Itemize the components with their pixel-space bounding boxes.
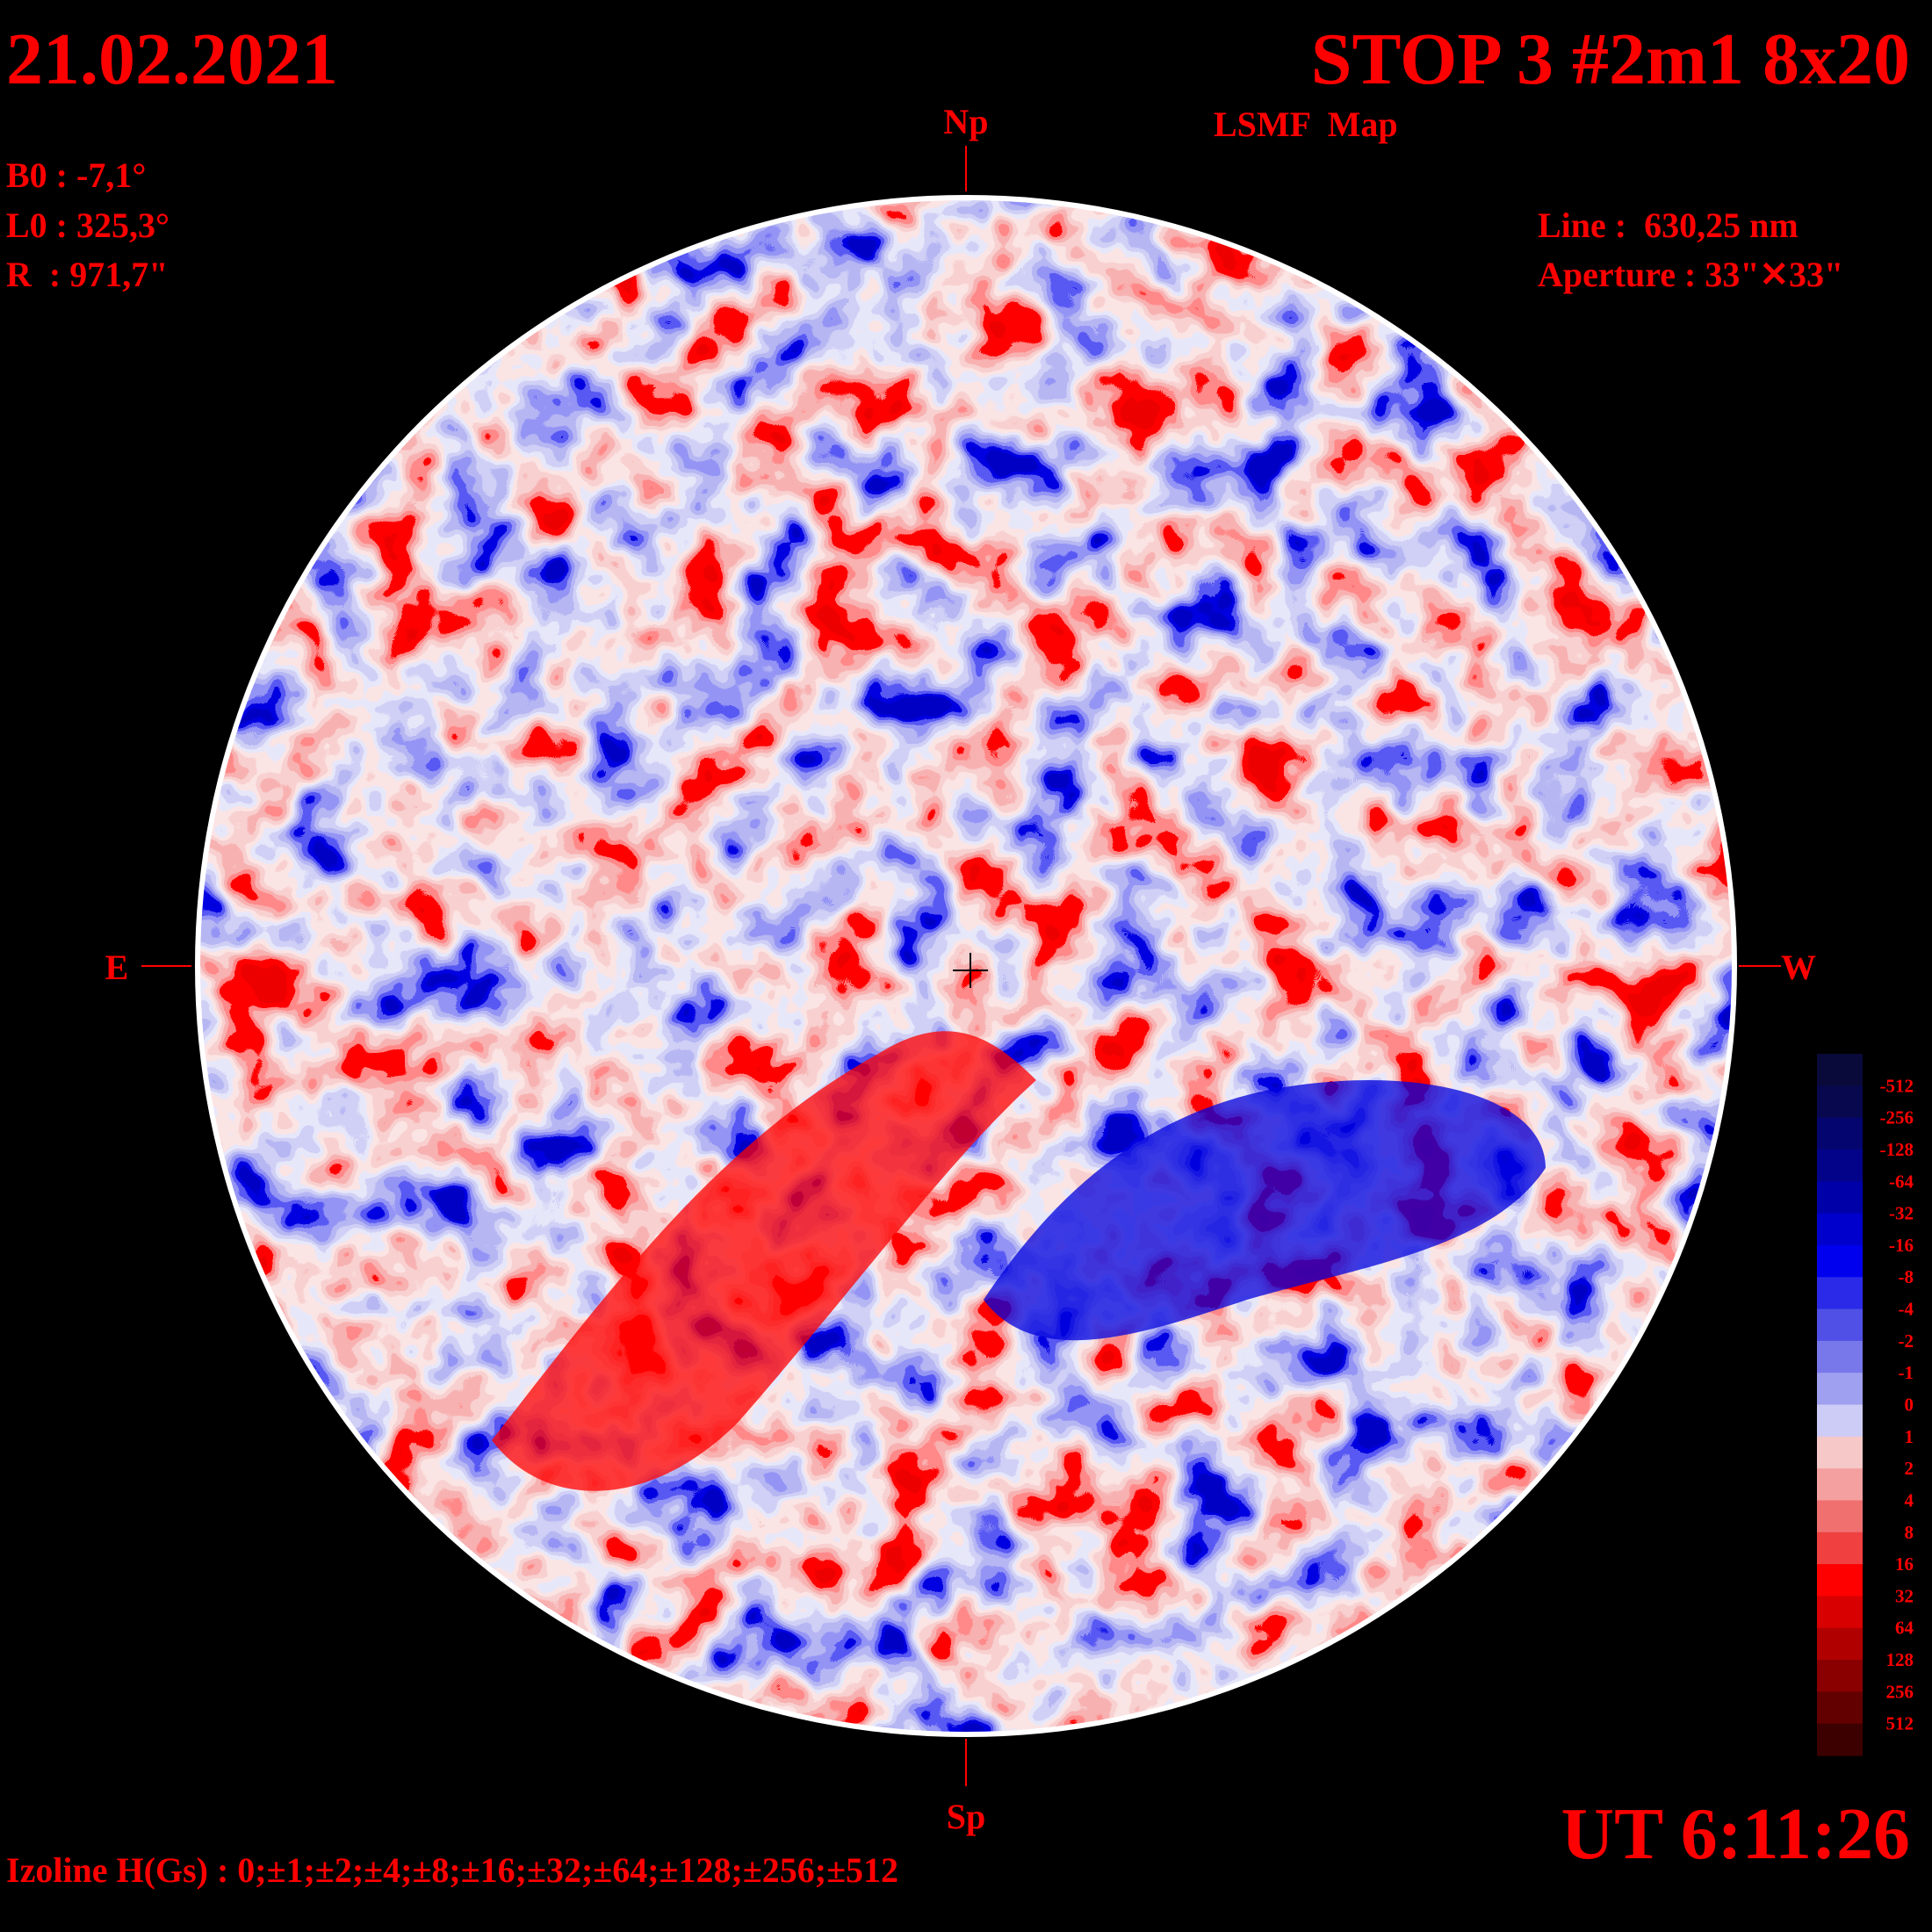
direction-west: W bbox=[1781, 948, 1816, 987]
param-radius: R : 971,7" bbox=[6, 255, 168, 294]
colorbar-label: 1 bbox=[1905, 1426, 1914, 1447]
colorbar-label: -256 bbox=[1880, 1107, 1914, 1128]
colorbar-label: -4 bbox=[1899, 1299, 1914, 1320]
colorbar-label: 32 bbox=[1895, 1585, 1914, 1606]
negative-region bbox=[984, 1080, 1546, 1341]
colorbar-band bbox=[1817, 1213, 1863, 1246]
colorbar-label: 8 bbox=[1905, 1522, 1914, 1543]
colorbar-label: 2 bbox=[1905, 1458, 1914, 1479]
colorbar-band bbox=[1817, 1468, 1863, 1501]
colorbar-band bbox=[1817, 1085, 1863, 1119]
colorbar-band bbox=[1817, 1436, 1863, 1469]
colorbar-label: -32 bbox=[1889, 1203, 1914, 1224]
colorbar-band bbox=[1817, 1404, 1863, 1438]
direction-north: Np bbox=[943, 102, 988, 141]
colorbar-band bbox=[1817, 1117, 1863, 1150]
param-b0: B0 : -7,1° bbox=[6, 155, 146, 195]
colorbar: -512 -256 -128 -64 -32 -16 -8 -4 -2 -1 0 1 2 4 8 16 32 64… bbox=[1817, 1054, 1914, 1756]
colorbar-band bbox=[1817, 1244, 1863, 1278]
footer-izolines: Izoline H(Gs) : 0;±1;±2;±4;±8;±16;±32;±6… bbox=[6, 1850, 898, 1890]
direction-south: Sp bbox=[947, 1797, 986, 1836]
colorbar-band bbox=[1817, 1054, 1863, 1086]
colorbar-label: 128 bbox=[1886, 1649, 1914, 1670]
colorbar-label: 4 bbox=[1905, 1489, 1914, 1510]
direction-east: E bbox=[105, 948, 129, 987]
param-aperture: Aperture : 33"✕33" bbox=[1538, 255, 1843, 294]
colorbar-label: -16 bbox=[1889, 1235, 1914, 1256]
colorbar-band bbox=[1817, 1532, 1863, 1565]
title: STOP 3 #2m1 8x20 bbox=[1311, 18, 1910, 100]
observation-time: UT 6:11:26 bbox=[1561, 1793, 1910, 1875]
colorbar-label: -1 bbox=[1899, 1362, 1914, 1383]
field-pattern bbox=[200, 200, 1732, 1732]
positive-region bbox=[492, 1031, 1036, 1491]
colorbar-band bbox=[1817, 1308, 1863, 1342]
colorbar-label: 16 bbox=[1895, 1554, 1914, 1575]
colorbar-band bbox=[1817, 1500, 1863, 1533]
colorbar-band bbox=[1817, 1564, 1863, 1597]
date: 21.02.2021 bbox=[6, 18, 338, 100]
param-l0: L0 : 325,3° bbox=[6, 205, 169, 245]
colorbar-label: -128 bbox=[1880, 1139, 1914, 1160]
colorbar-label: -2 bbox=[1899, 1330, 1914, 1352]
colorbar-band bbox=[1817, 1691, 1863, 1725]
colorbar-band bbox=[1817, 1596, 1863, 1629]
subtitle: LSMF Map bbox=[1214, 105, 1398, 144]
colorbar-band bbox=[1817, 1340, 1863, 1373]
field-map bbox=[200, 200, 1732, 1732]
colorbar-band bbox=[1817, 1181, 1863, 1215]
colorbar-band bbox=[1817, 1149, 1863, 1182]
colorbar-label: 256 bbox=[1886, 1681, 1914, 1702]
colorbar-band bbox=[1817, 1723, 1863, 1756]
param-line: Line : 630,25 nm bbox=[1538, 205, 1799, 245]
colorbar-label: -64 bbox=[1889, 1171, 1914, 1192]
colorbar-band bbox=[1817, 1277, 1863, 1310]
colorbar-label: 512 bbox=[1886, 1713, 1914, 1734]
colorbar-band bbox=[1817, 1627, 1863, 1661]
colorbar-band bbox=[1817, 1660, 1863, 1692]
colorbar-label: 0 bbox=[1905, 1395, 1914, 1416]
colorbar-label: -512 bbox=[1880, 1075, 1914, 1096]
colorbar-label: 64 bbox=[1895, 1618, 1914, 1639]
colorbar-band bbox=[1817, 1373, 1863, 1405]
colorbar-label: -8 bbox=[1899, 1266, 1914, 1287]
